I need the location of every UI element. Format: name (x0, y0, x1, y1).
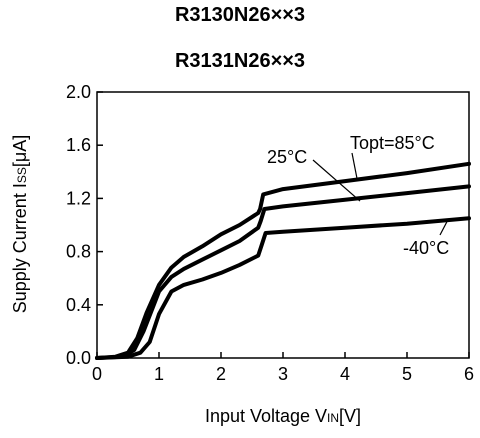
x-tick-label: 2 (216, 364, 226, 384)
x-tick-label: 4 (340, 364, 350, 384)
x-tick-label: 0 (92, 364, 102, 384)
series-line-2 (95, 216, 471, 360)
series-line-0 (95, 161, 471, 360)
x-tick-label: 3 (278, 364, 288, 384)
x-axis-label: Input Voltage VIN[V] (205, 406, 361, 426)
x-tick-label: 6 (464, 364, 474, 384)
annotation-leader (351, 152, 358, 179)
y-tick-label: 1.2 (66, 188, 91, 208)
chart-title: R3130N26××3 (174, 4, 306, 26)
annotation-label: 25°C (267, 147, 307, 167)
annotation-label: -40°C (403, 238, 449, 258)
annotation-leader (312, 159, 361, 202)
series-lines (95, 161, 471, 360)
y-tick-label: 0.4 (66, 295, 91, 315)
y-axis-label: Supply Current ISS[μA] (10, 135, 30, 313)
annotations: Topt=85°C 25°C -40°C (267, 133, 449, 258)
chart-subtitle: R3131N26××3 (174, 50, 306, 72)
y-tick-label: 1.6 (66, 135, 91, 155)
y-tick-label: 0.8 (66, 242, 91, 262)
x-tick-label: 1 (154, 364, 164, 384)
annotation-leader (439, 219, 449, 236)
y-tick-label: 2.0 (66, 82, 91, 102)
annotation-label: Topt=85°C (350, 133, 435, 153)
series-line-1 (95, 184, 471, 360)
x-axis-ticks: 0 1 2 3 4 5 6 (92, 352, 474, 384)
x-tick-label: 5 (402, 364, 412, 384)
y-tick-label: 0.0 (66, 348, 91, 368)
